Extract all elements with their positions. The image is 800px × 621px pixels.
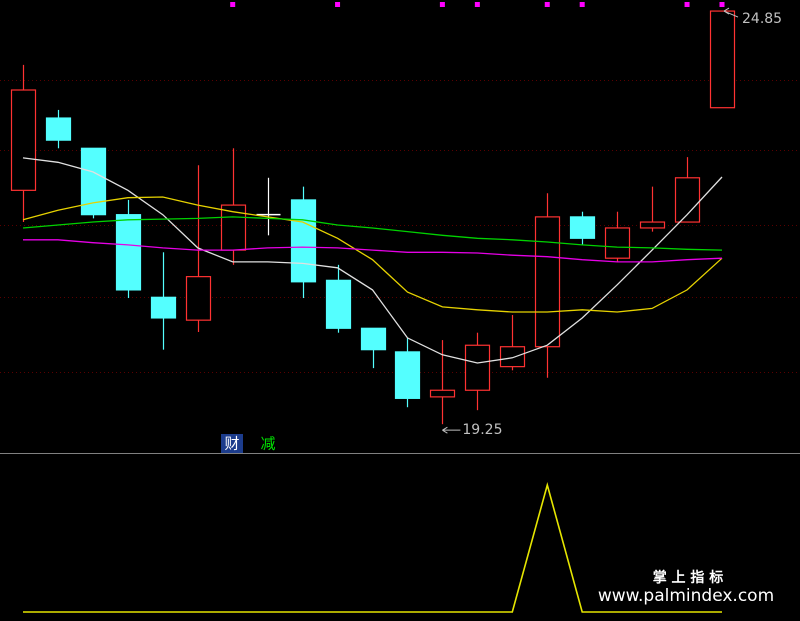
candle-body xyxy=(45,117,72,141)
candle-body xyxy=(429,389,456,398)
candle-body xyxy=(534,216,561,348)
tag-background xyxy=(221,434,243,453)
high-label: 24.85 xyxy=(742,11,782,27)
candle-body xyxy=(464,344,491,391)
signal-dot xyxy=(684,2,690,7)
low-label: 19.25 xyxy=(462,422,502,438)
candle-body xyxy=(80,147,107,216)
moving-average-line xyxy=(22,216,723,251)
annotation-arrow xyxy=(442,426,461,434)
moving-average-line xyxy=(23,239,723,263)
tag: 财 xyxy=(224,435,239,453)
candle-body xyxy=(709,10,736,109)
moving-average-line xyxy=(22,196,723,313)
candle-body xyxy=(185,276,212,321)
candle-body xyxy=(604,227,631,259)
candle-body xyxy=(325,279,352,329)
candle-body xyxy=(115,214,142,291)
candle-body xyxy=(150,296,177,319)
candle-body xyxy=(394,351,421,399)
signal-dot xyxy=(230,2,236,7)
candle-body xyxy=(499,346,526,368)
candle-body xyxy=(10,89,37,191)
candle-body xyxy=(569,216,596,239)
watermark-url: www.palmindex.com xyxy=(598,586,774,606)
candle-body xyxy=(290,199,317,283)
indicator-line xyxy=(23,481,722,613)
signal-dot xyxy=(474,2,480,7)
annotation-arrow xyxy=(723,7,739,18)
watermark-title: 掌 上 指 标 xyxy=(653,569,724,586)
candle-body xyxy=(639,221,666,229)
signal-dot xyxy=(544,2,550,7)
moving-average-line xyxy=(22,157,723,364)
candle-body xyxy=(360,327,387,351)
candle-body xyxy=(674,177,701,223)
signal-dot xyxy=(439,2,445,7)
signal-dot xyxy=(335,2,341,7)
tag: 减 xyxy=(260,435,275,453)
signal-dot xyxy=(579,2,585,7)
signal-dot xyxy=(719,2,725,7)
